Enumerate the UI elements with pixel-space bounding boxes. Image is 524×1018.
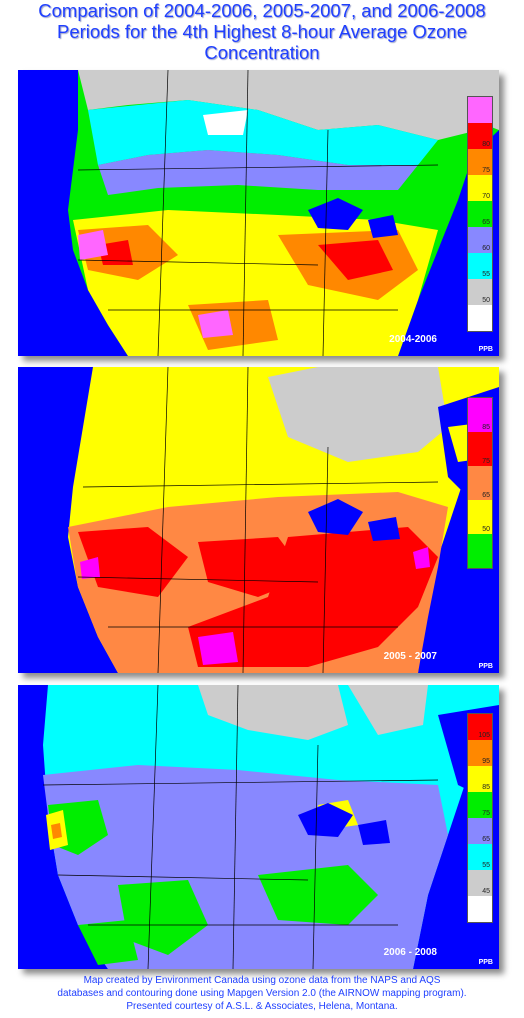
map-image bbox=[18, 367, 499, 673]
legend-label: 65 bbox=[482, 836, 490, 843]
legend-label: 75 bbox=[482, 810, 490, 817]
legend-label: 85 bbox=[482, 784, 490, 791]
legend-label: 55 bbox=[482, 862, 490, 869]
legend-swatch bbox=[468, 97, 492, 123]
ozone-map-2006-2008: 2006 - 2008 PPB 105 95 85 75 65 55 45 bbox=[18, 685, 499, 969]
unit-label: PPB bbox=[478, 346, 493, 353]
legend-label: 45 bbox=[482, 888, 490, 895]
legend-swatch: 95 bbox=[468, 740, 492, 766]
legend-swatch: 70 bbox=[468, 175, 492, 201]
title-line-3: Concentration bbox=[204, 42, 320, 63]
unit-label: PPB bbox=[478, 663, 493, 670]
page-title: Comparison of 2004-2006, 2005-2007, and … bbox=[0, 0, 524, 63]
legend-label: 65 bbox=[482, 492, 490, 499]
unit-label: PPB bbox=[478, 959, 493, 966]
legend-swatch: 50 bbox=[468, 500, 492, 534]
map-image bbox=[18, 70, 499, 356]
legend-label: 50 bbox=[482, 526, 490, 533]
legend-swatch: 105 bbox=[468, 714, 492, 740]
legend-swatch: 80 bbox=[468, 123, 492, 149]
legend-swatch bbox=[468, 896, 492, 922]
legend-swatch: 65 bbox=[468, 818, 492, 844]
legend-label: 50 bbox=[482, 297, 490, 304]
legend-label: 75 bbox=[482, 167, 490, 174]
footer-line-1: Map created by Environment Canada using … bbox=[83, 975, 441, 986]
legend-label: 60 bbox=[482, 245, 490, 252]
legend-swatch: 65 bbox=[468, 201, 492, 227]
legend-swatch: 60 bbox=[468, 227, 492, 253]
legend-swatch bbox=[468, 305, 492, 331]
color-legend: 105 95 85 75 65 55 45 bbox=[467, 713, 493, 923]
footer-line-3: Presented courtesy of A.S.L. & Associate… bbox=[126, 1001, 398, 1012]
legend-swatch: 75 bbox=[468, 792, 492, 818]
legend-label: 80 bbox=[482, 141, 490, 148]
color-legend: 85 75 65 50 bbox=[467, 397, 493, 569]
legend-swatch: 55 bbox=[468, 253, 492, 279]
footer-line-2: databases and contouring done using Mapg… bbox=[57, 988, 467, 999]
credits-footer: Map created by Environment Canada using … bbox=[0, 974, 524, 1013]
legend-label: 75 bbox=[482, 458, 490, 465]
legend-label: 95 bbox=[482, 758, 490, 765]
legend-swatch: 85 bbox=[468, 766, 492, 792]
legend-label: 65 bbox=[482, 219, 490, 226]
legend-swatch bbox=[468, 534, 492, 568]
legend-label: 70 bbox=[482, 193, 490, 200]
title-line-1: Comparison of 2004-2006, 2005-2007, and … bbox=[38, 0, 486, 21]
legend-label: 85 bbox=[482, 424, 490, 431]
ozone-map-2004-2006: 2004-2006 PPB 80 75 70 65 60 55 50 bbox=[18, 70, 499, 356]
legend-swatch: 45 bbox=[468, 870, 492, 896]
legend-swatch: 75 bbox=[468, 432, 492, 466]
period-label: 2005 - 2007 bbox=[383, 651, 437, 662]
title-line-2: Periods for the 4th Highest 8-hour Avera… bbox=[57, 21, 467, 42]
period-label: 2004-2006 bbox=[389, 334, 437, 345]
legend-label: 105 bbox=[478, 732, 490, 739]
color-legend: 80 75 70 65 60 55 50 bbox=[467, 96, 493, 332]
legend-swatch: 75 bbox=[468, 149, 492, 175]
legend-swatch: 85 bbox=[468, 398, 492, 432]
legend-swatch: 55 bbox=[468, 844, 492, 870]
legend-swatch: 65 bbox=[468, 466, 492, 500]
legend-swatch: 50 bbox=[468, 279, 492, 305]
period-label: 2006 - 2008 bbox=[383, 947, 437, 958]
map-image bbox=[18, 685, 499, 969]
legend-label: 55 bbox=[482, 271, 490, 278]
ozone-map-2005-2007: 2005 - 2007 PPB 85 75 65 50 bbox=[18, 367, 499, 673]
